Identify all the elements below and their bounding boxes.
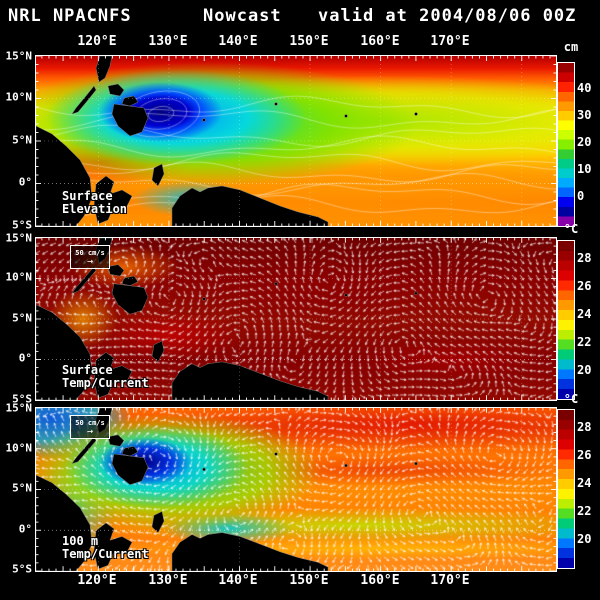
colorbar-tick: 24 xyxy=(577,307,592,321)
current-scale-arrow-icon: → xyxy=(86,255,94,267)
lon-label-top: 150°E xyxy=(289,34,329,49)
lon-label-top: 160°E xyxy=(360,34,400,49)
panel-surface-elevation: Surface Elevation xyxy=(35,55,557,227)
valid-time: valid at 2004/08/06 00Z xyxy=(318,6,577,26)
colorbar-tick: 24 xyxy=(577,476,592,490)
colorbar-tick: 20 xyxy=(577,363,592,377)
panel-label-line: Surface xyxy=(62,363,113,377)
lon-label-bottom: 170°E xyxy=(430,573,470,588)
panel-label-line: Temp/Current xyxy=(62,376,149,390)
lon-label-bottom: 140°E xyxy=(218,573,258,588)
land-grid-overlay xyxy=(36,238,556,400)
lat-label: 10°N xyxy=(5,441,33,455)
panel-label-100m-temp-current: 100 m Temp/Current xyxy=(62,535,149,561)
colorbar-tick: 22 xyxy=(577,335,592,349)
lon-label-bottom: 160°E xyxy=(360,573,400,588)
lat-label: 5°N xyxy=(12,481,32,495)
lat-label: 5°N xyxy=(12,133,32,147)
lon-label-top: 130°E xyxy=(148,34,188,49)
current-scale-label: 50 cm/s xyxy=(75,248,105,257)
lat-label: 5°S xyxy=(12,562,32,576)
lat-label: 5°N xyxy=(12,311,32,325)
colorbar-tick: 0 xyxy=(577,189,585,203)
colorbar-tick: 40 xyxy=(577,81,592,95)
current-scale-label: 50 cm/s xyxy=(75,418,105,427)
lat-label: 0° xyxy=(18,175,32,189)
panel-100m-temp-current: 50 cm/s → 100 m Temp/Current xyxy=(35,407,557,572)
panel-surface-temp-current: 50 cm/s → Surface Temp/Current xyxy=(35,237,557,401)
lon-label-bottom: 150°E xyxy=(289,573,329,588)
panel-label-line: Surface xyxy=(62,189,113,203)
product-type: Nowcast xyxy=(203,6,282,26)
panel-label-surface-elevation: Surface Elevation xyxy=(62,190,127,216)
current-scale-arrow-icon: → xyxy=(86,425,94,437)
lat-label: 15°N xyxy=(5,401,33,415)
panel-label-line: 100 m xyxy=(62,534,99,548)
land-grid-overlay xyxy=(36,56,556,226)
lat-label: 10°N xyxy=(5,270,33,284)
land-grid-overlay xyxy=(36,408,556,571)
lat-label: 5°S xyxy=(12,218,32,232)
colorbar-elevation xyxy=(557,62,575,227)
model-name: NRL NPACNFS xyxy=(8,6,132,26)
colorbar-subsurface-temp xyxy=(557,409,575,569)
panel-label-line: Elevation xyxy=(62,202,128,216)
lon-label-top: 120°E xyxy=(77,34,117,49)
colorbar-surface-temp xyxy=(557,240,575,400)
colorbar-tick: 28 xyxy=(577,420,592,434)
colorbar-unit-cm: cm xyxy=(563,40,579,54)
lat-label: 0° xyxy=(18,522,32,536)
colorbar-tick: 20 xyxy=(577,532,592,546)
panel-label-surface-temp-current: Surface Temp/Current xyxy=(62,364,149,390)
colorbar-tick: 10 xyxy=(577,162,592,176)
colorbar-tick: 30 xyxy=(577,108,592,122)
lat-label: 15°N xyxy=(5,49,33,63)
lat-label: 15°N xyxy=(5,231,33,245)
lon-label-bottom: 130°E xyxy=(148,573,188,588)
lat-label: 5°S xyxy=(12,392,32,406)
panel-label-line: Temp/Current xyxy=(62,547,149,561)
lon-label-bottom: 120°E xyxy=(77,573,117,588)
colorbar-tick: 28 xyxy=(577,251,592,265)
current-scale-key: 50 cm/s → xyxy=(70,415,110,439)
lon-label-top: 170°E xyxy=(430,34,470,49)
lat-label: 10°N xyxy=(5,90,33,104)
colorbar-tick: 20 xyxy=(577,135,592,149)
lon-label-top: 140°E xyxy=(218,34,258,49)
colorbar-tick: 22 xyxy=(577,504,592,518)
colorbar-tick: 26 xyxy=(577,448,592,462)
colorbar-unit-degc: °C xyxy=(563,392,579,406)
colorbar-unit-degc: °C xyxy=(563,222,579,236)
current-scale-key: 50 cm/s → xyxy=(70,245,110,269)
lat-label: 0° xyxy=(18,351,32,365)
colorbar-tick: 26 xyxy=(577,279,592,293)
